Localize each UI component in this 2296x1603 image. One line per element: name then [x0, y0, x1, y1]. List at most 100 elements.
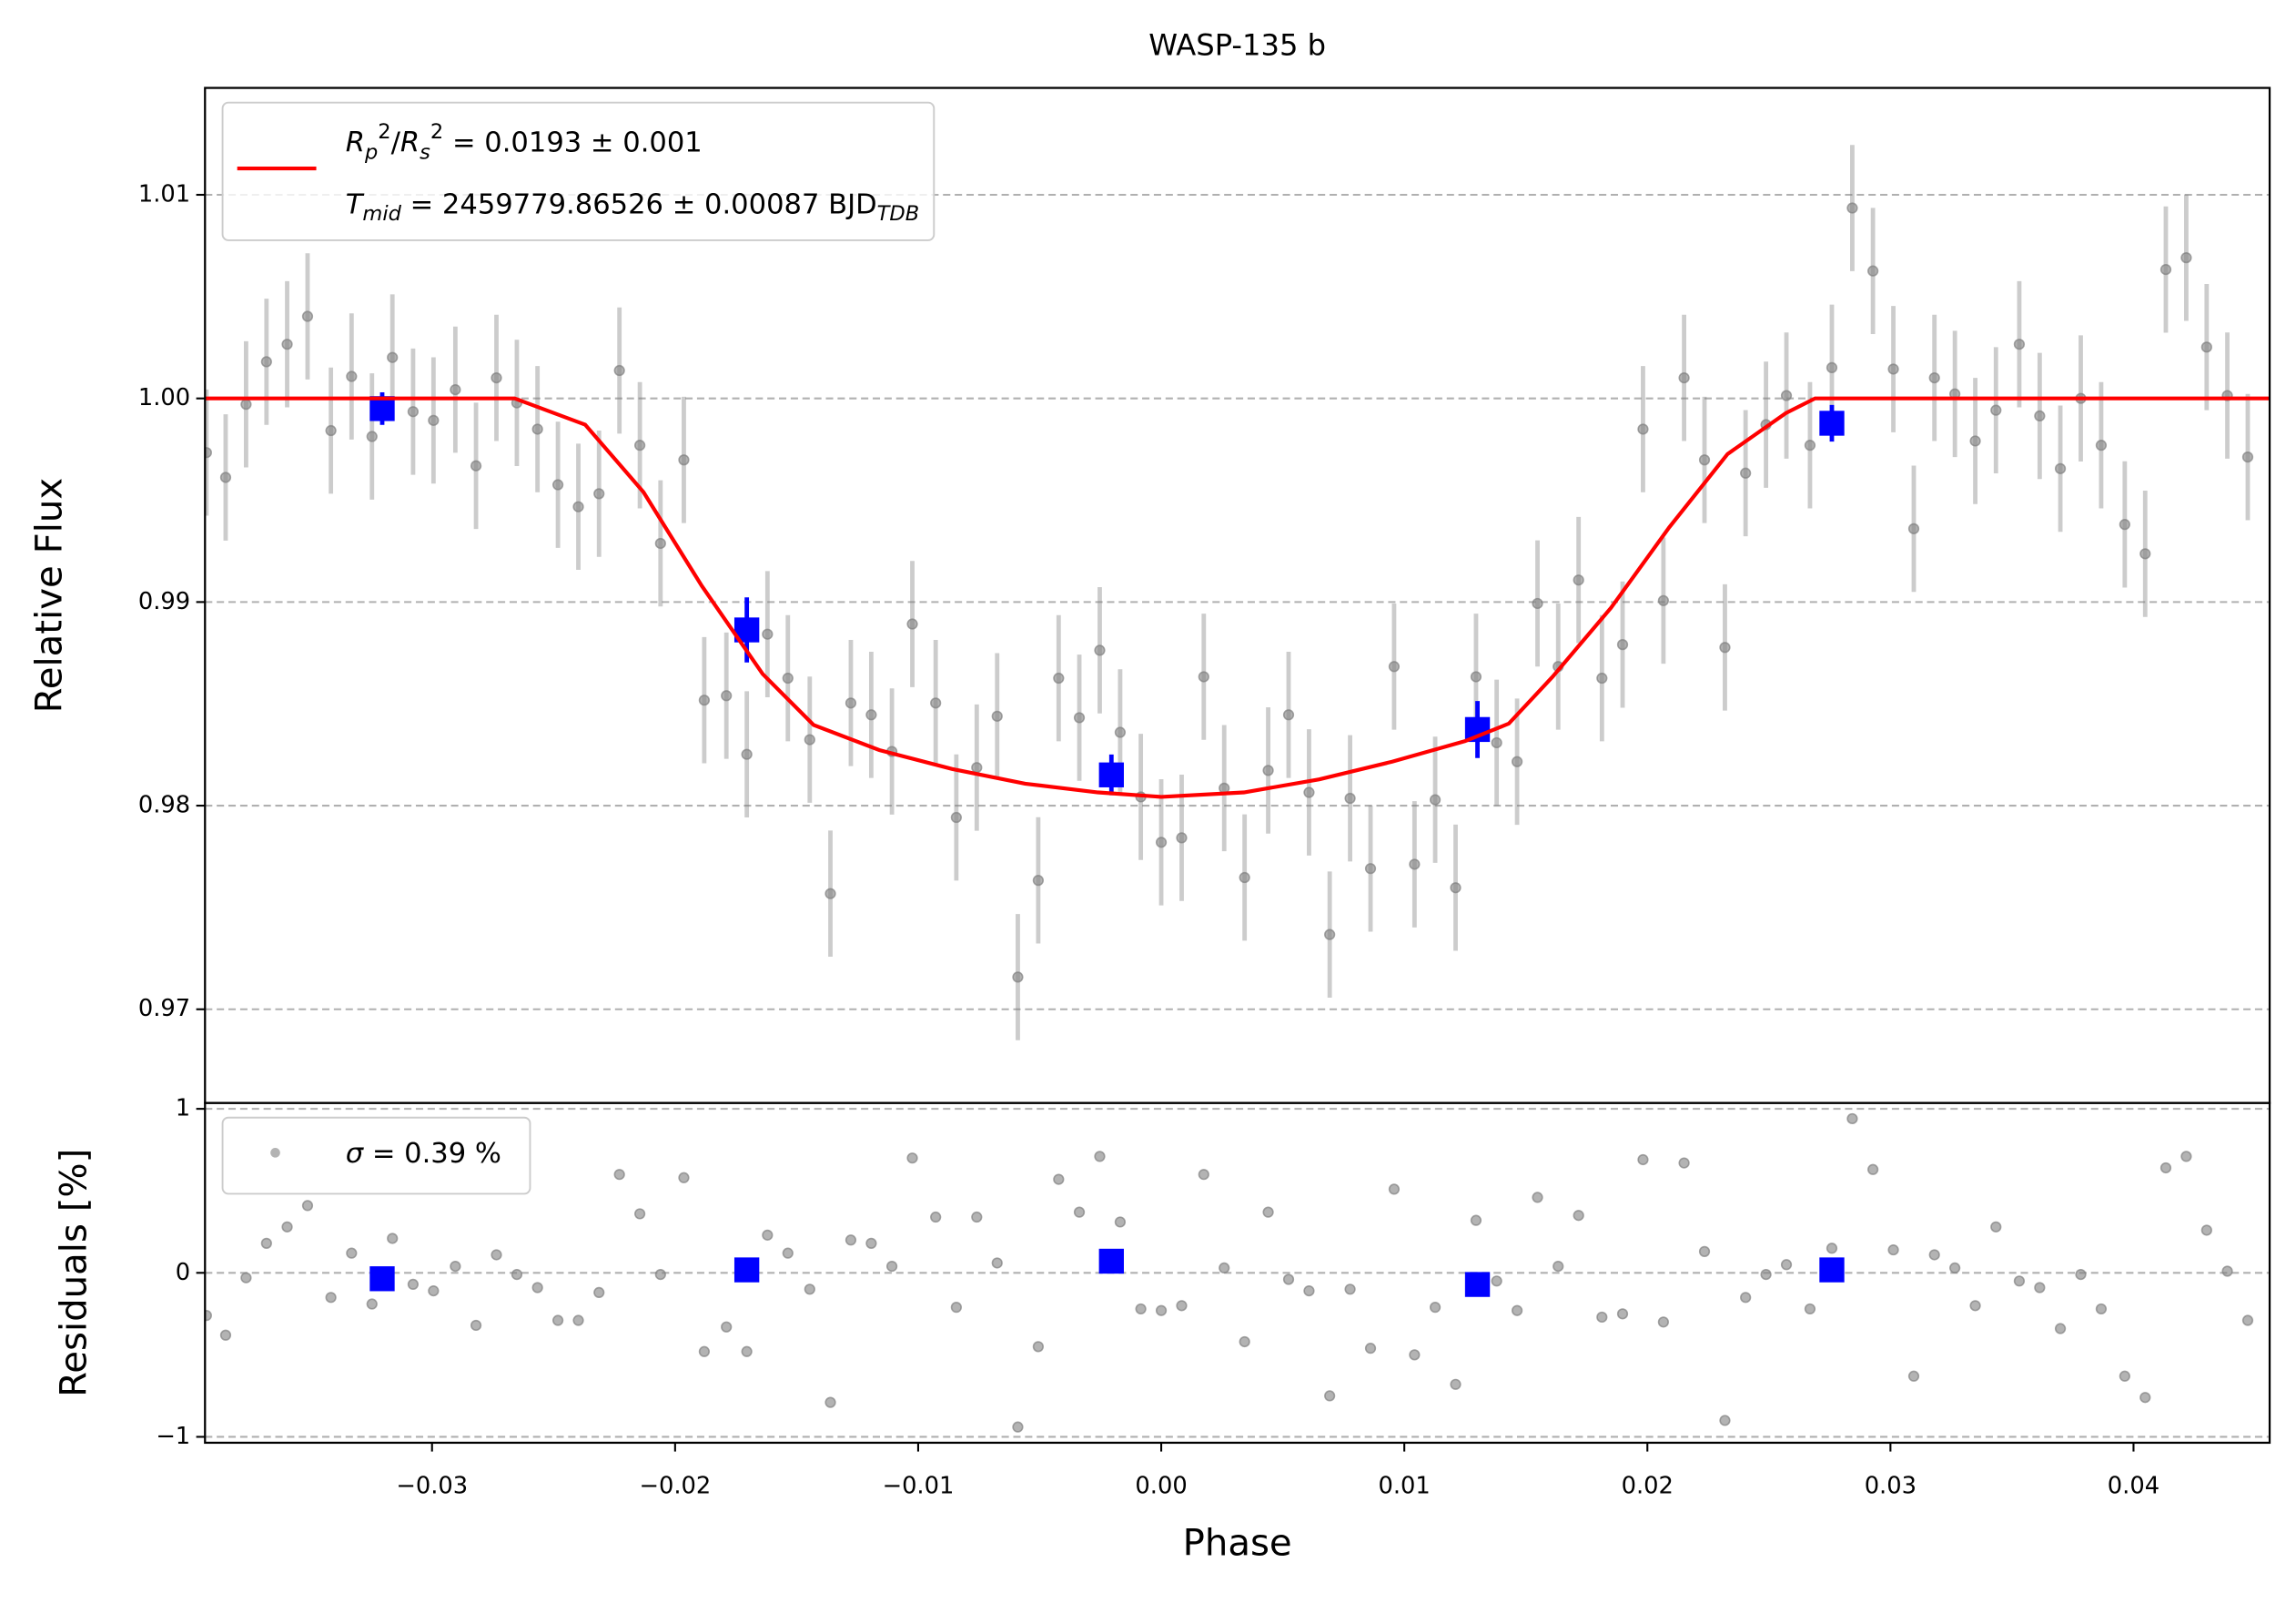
x-tick-label: −0.03	[396, 1473, 468, 1500]
data-point	[1364, 1343, 1377, 1354]
data-point	[2095, 1303, 2108, 1315]
data-point	[572, 1314, 584, 1326]
legend-text: s	[420, 140, 430, 164]
data-point	[1409, 1349, 1421, 1361]
data-point	[2159, 1162, 2172, 1174]
data-point	[2013, 1275, 2026, 1287]
binned-point	[1819, 1257, 1845, 1283]
y-tick-label: 0.98	[138, 792, 190, 819]
data-point	[1846, 202, 1858, 214]
data-point	[633, 440, 646, 451]
data-point	[1719, 642, 1731, 654]
data-point	[1176, 1300, 1188, 1312]
data-point	[531, 423, 543, 435]
data-point	[1135, 1303, 1147, 1315]
data-point	[1012, 971, 1024, 983]
legend-text: /	[391, 127, 401, 158]
data-point	[240, 1272, 252, 1283]
data-point	[1887, 363, 1899, 375]
data-point	[1780, 1259, 1793, 1271]
data-point	[1573, 1210, 1584, 1222]
data-point	[1491, 1275, 1502, 1287]
data-point	[1262, 765, 1274, 776]
legend	[221, 1116, 531, 1195]
data-point	[2241, 451, 2254, 463]
legend-label: Tmid = 2459779.86526 ± 0.00087 BJDTDB	[346, 188, 919, 226]
data-point	[1114, 726, 1127, 738]
data-point	[366, 1298, 378, 1310]
data-point	[1303, 786, 1315, 798]
data-point	[240, 399, 252, 411]
data-point	[593, 1286, 605, 1299]
legend-text: 2	[430, 119, 443, 143]
data-point	[2095, 440, 2108, 451]
x-tick-label: 0.01	[1378, 1473, 1430, 1500]
data-point	[1511, 756, 1523, 767]
data-point	[741, 1345, 753, 1357]
data-point	[366, 431, 378, 442]
data-point	[531, 1282, 543, 1294]
data-point	[205, 447, 212, 459]
data-point	[1324, 928, 1336, 940]
data-point	[1698, 454, 1711, 466]
data-point	[2034, 410, 2046, 422]
binned-point	[369, 1266, 395, 1292]
data-point	[1073, 712, 1086, 724]
data-point	[1969, 1300, 1981, 1312]
legend-label: Rp2/Rs2 = 0.0193 ± 0.001	[346, 119, 703, 164]
legend-label: σ = 0.39 %	[346, 1137, 501, 1169]
data-point	[219, 472, 232, 483]
data-point	[1780, 390, 1793, 401]
data-point	[865, 709, 877, 721]
legend-text: R	[400, 127, 420, 158]
data-point	[407, 406, 420, 418]
data-point	[1470, 1214, 1482, 1226]
data-point	[1928, 371, 1940, 384]
data-point	[1094, 1151, 1106, 1162]
data-point	[1450, 882, 1462, 894]
data-point	[1388, 661, 1401, 673]
binned-point	[1464, 1272, 1491, 1297]
data-point	[491, 371, 502, 384]
data-point	[1740, 467, 1752, 479]
data-point	[2013, 339, 2026, 350]
data-point	[1719, 1415, 1731, 1426]
data-point	[782, 672, 794, 685]
data-point	[450, 1260, 461, 1273]
data-point	[721, 1321, 733, 1333]
data-point	[1114, 1216, 1127, 1228]
data-point	[1760, 1268, 1772, 1281]
axes-frame	[204, 1101, 2271, 1445]
data-point	[2180, 1151, 2192, 1162]
data-point	[1303, 1284, 1315, 1297]
data-point	[1155, 837, 1168, 848]
data-point	[906, 1152, 918, 1164]
data-point	[845, 697, 857, 709]
data-point	[1429, 1302, 1441, 1314]
data-point	[1324, 1390, 1336, 1402]
data-point	[1429, 794, 1441, 806]
data-point	[762, 1229, 774, 1241]
data-point	[301, 1200, 314, 1212]
data-point	[1155, 1304, 1168, 1316]
data-point	[2200, 1224, 2212, 1236]
data-point	[551, 1314, 564, 1326]
data-point	[491, 1249, 502, 1261]
data-point	[1511, 1304, 1523, 1316]
data-point	[1364, 863, 1377, 875]
data-point	[387, 351, 399, 363]
legend-box	[221, 1116, 531, 1195]
data-point	[1409, 858, 1421, 870]
data-point	[654, 537, 666, 550]
data-point	[1344, 1283, 1356, 1295]
y-tick-label: 0.97	[138, 995, 190, 1022]
x-tick-label: 0.02	[1622, 1473, 1674, 1500]
data-point	[804, 1283, 815, 1295]
data-point	[1698, 1245, 1711, 1257]
data-point	[2200, 341, 2212, 353]
data-point	[593, 488, 605, 500]
data-point	[1198, 671, 1209, 683]
data-point	[1596, 672, 1608, 685]
data-point	[824, 888, 836, 899]
legend-text: = 0.0193 ± 0.001	[443, 127, 703, 158]
